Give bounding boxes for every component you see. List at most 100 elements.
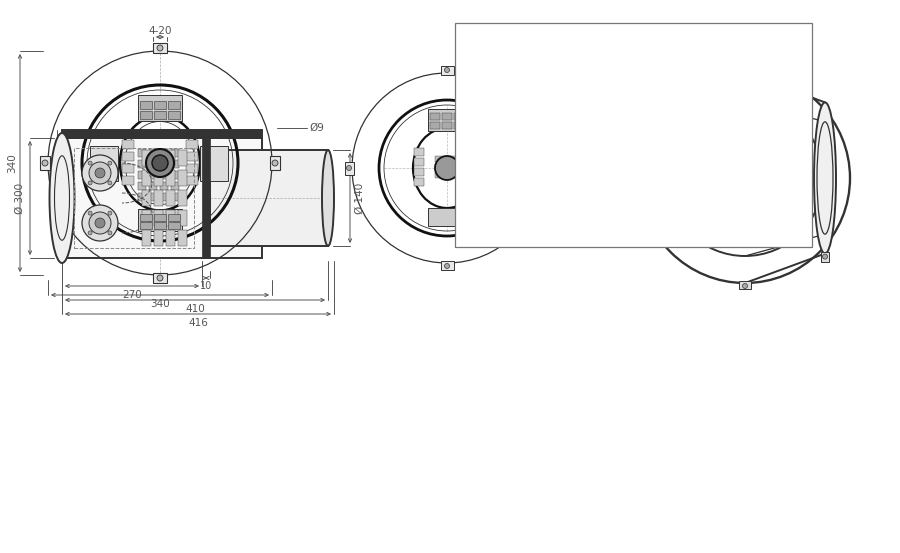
Bar [435,164,444,170]
Bar [442,122,452,129]
FancyBboxPatch shape [40,156,50,170]
Ellipse shape [50,133,75,263]
Bar [171,182,179,190]
Bar [414,178,424,186]
Bar [154,170,163,186]
Bar [138,171,146,179]
Bar [160,160,168,168]
Circle shape [82,155,118,191]
Bar [178,150,187,166]
Bar [178,170,187,186]
Circle shape [435,156,459,180]
Bar [154,210,163,226]
Bar [168,222,180,229]
Bar [739,67,751,75]
Circle shape [108,161,112,165]
Bar [142,230,151,246]
Bar [186,164,198,173]
Text: 270: 270 [122,290,142,300]
Bar [166,230,175,246]
Bar [435,156,444,162]
Bar [122,164,134,173]
Bar [138,209,182,231]
Bar [149,149,157,157]
Bar [149,160,157,168]
Circle shape [157,45,163,51]
Bar [414,148,424,156]
Bar [428,208,466,226]
Circle shape [95,168,105,178]
Text: 6: 6 [477,225,485,237]
Circle shape [95,218,105,228]
Bar [171,149,179,157]
FancyBboxPatch shape [153,273,167,283]
Circle shape [146,149,174,177]
Text: 4: 4 [477,160,485,174]
Bar [447,172,456,178]
Bar [200,146,228,181]
Bar [440,66,454,75]
Bar [345,161,354,175]
FancyBboxPatch shape [153,43,167,53]
Bar [171,193,179,201]
Text: 10: 10 [200,281,212,291]
Bar [540,161,549,175]
Text: No.: No. [472,33,491,45]
Text: 1: 1 [477,65,485,77]
Text: 340: 340 [150,299,170,309]
Circle shape [823,254,827,259]
Text: 1: 1 [760,97,769,109]
Bar [160,149,168,157]
Bar [430,122,440,129]
Bar [154,111,166,119]
Bar [122,176,134,185]
Circle shape [88,181,92,185]
Circle shape [108,231,112,235]
Bar [454,113,464,120]
Circle shape [346,165,352,170]
Circle shape [108,181,112,185]
Ellipse shape [814,102,836,254]
Bar [122,140,134,149]
Bar [455,23,812,247]
Bar [470,148,480,156]
Bar [171,160,179,168]
Bar [154,230,163,246]
Text: Part Number: Part Number [513,33,588,45]
Bar [168,101,180,109]
Bar [447,156,456,162]
Bar [142,150,151,166]
Text: 340: 340 [7,153,17,173]
Text: 1: 1 [760,65,769,77]
Circle shape [445,263,449,269]
Bar [122,152,134,161]
Text: 410: 410 [185,304,205,314]
Bar [140,214,152,221]
Text: Power Splitter: Power Splitter [513,128,596,142]
Bar [171,171,179,179]
Bar [178,190,187,206]
Bar [414,168,424,176]
Circle shape [742,67,748,72]
Circle shape [152,155,168,171]
Circle shape [634,175,640,180]
Bar [470,158,480,166]
Bar [168,111,180,119]
Bar [140,101,152,109]
Text: S-/X-Band Feed Cover: S-/X-Band Feed Cover [513,225,641,237]
Bar [168,214,180,221]
Bar [428,109,466,131]
Bar [166,170,175,186]
Bar [160,171,168,179]
Bar [154,190,163,206]
Bar [138,160,146,168]
Circle shape [108,211,112,215]
Circle shape [42,160,48,166]
Circle shape [742,284,748,289]
Text: 5: 5 [477,192,485,206]
Circle shape [88,211,92,215]
Text: 1: 1 [760,225,769,237]
Circle shape [88,231,92,235]
Bar [149,182,157,190]
Bar [154,101,166,109]
